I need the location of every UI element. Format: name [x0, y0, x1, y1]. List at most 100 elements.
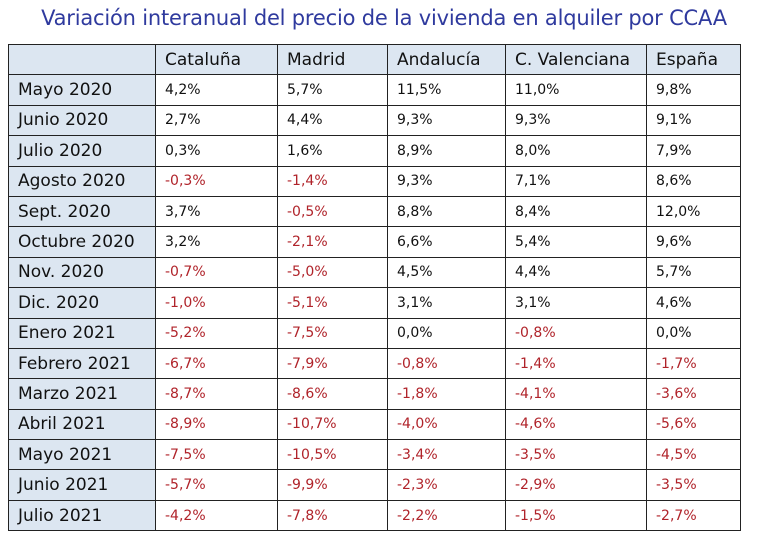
- table-cell: -2,7%: [646, 499, 741, 532]
- table-cell: -1,8%: [387, 378, 506, 410]
- table-cell: 9,6%: [646, 226, 741, 258]
- table-cell: -10,5%: [277, 439, 388, 471]
- row-label: Agosto 2020: [8, 165, 156, 197]
- table-cell: 5,7%: [646, 256, 741, 289]
- row-label: Mayo 2020: [8, 74, 156, 106]
- table-cell: 0,0%: [646, 317, 741, 349]
- table-cell: 6,6%: [387, 226, 506, 258]
- table-cell: -8,9%: [155, 408, 278, 441]
- table-cell: -8,6%: [277, 378, 388, 410]
- row-label: Octubre 2020: [8, 226, 156, 258]
- table-cell: 8,9%: [387, 135, 506, 167]
- table-cell: -1,4%: [505, 347, 647, 380]
- table-cell: 3,1%: [505, 287, 647, 319]
- table-cell: -7,5%: [155, 439, 278, 471]
- table-cell: 9,3%: [387, 165, 506, 197]
- table-row: Mayo 2021 -7,5% -10,5% -3,4% -3,5% -4,5%: [8, 439, 741, 471]
- table-row: Sept. 2020 3,7% -0,5% 8,8% 8,4% 12,0%: [8, 195, 741, 228]
- table-cell: 12,0%: [646, 195, 741, 228]
- header-row: Cataluña Madrid Andalucía C. Valenciana …: [8, 43, 741, 76]
- table-row: Julio 2021 -4,2% -7,8% -2,2% -1,5% -2,7%: [8, 499, 741, 532]
- table-cell: -4,0%: [387, 408, 506, 441]
- table-cell: 8,4%: [505, 195, 647, 228]
- row-label: Julio 2020: [8, 135, 156, 167]
- table-cell: -1,5%: [505, 499, 647, 532]
- table-row: Junio 2020 2,7% 4,4% 9,3% 9,3% 9,1%: [8, 104, 741, 137]
- row-label: Abril 2021: [8, 408, 156, 441]
- table-cell: 7,1%: [505, 165, 647, 197]
- column-header: C. Valenciana: [505, 43, 647, 76]
- table-cell: -10,7%: [277, 408, 388, 441]
- table-cell: 4,5%: [387, 256, 506, 289]
- table-cell: 3,1%: [387, 287, 506, 319]
- table-cell: -9,9%: [277, 469, 388, 501]
- table-cell: 1,6%: [277, 135, 388, 167]
- table-cell: -4,1%: [505, 378, 647, 410]
- table-cell: 3,7%: [155, 195, 278, 228]
- table-cell: -4,6%: [505, 408, 647, 441]
- table-cell: -4,5%: [646, 439, 741, 471]
- row-label: Enero 2021: [8, 317, 156, 349]
- table-body: Mayo 2020 4,2% 5,7% 11,5% 11,0% 9,8% Junio 202…: [8, 74, 741, 532]
- table-cell: 9,8%: [646, 74, 741, 106]
- rent-variation-table: Cataluña Madrid Andalucía C. Valenciana …: [8, 43, 741, 532]
- table-cell: 11,5%: [387, 74, 506, 106]
- table-row: Marzo 2021 -8,7% -8,6% -1,8% -4,1% -3,6%: [8, 378, 741, 410]
- table-cell: 7,9%: [646, 135, 741, 167]
- table-cell: -0,5%: [277, 195, 388, 228]
- row-label: Nov. 2020: [8, 256, 156, 289]
- table-cell: -7,5%: [277, 317, 388, 349]
- table-cell: -7,8%: [277, 499, 388, 532]
- table-row: Enero 2021 -5,2% -7,5% 0,0% -0,8% 0,0%: [8, 317, 741, 349]
- table-cell: 8,6%: [646, 165, 741, 197]
- corner-cell: [8, 43, 156, 76]
- table-row: Octubre 2020 3,2% -2,1% 6,6% 5,4% 9,6%: [8, 226, 741, 258]
- table-cell: 5,4%: [505, 226, 647, 258]
- table-row: Dic. 2020 -1,0% -5,1% 3,1% 3,1% 4,6%: [8, 287, 741, 319]
- table-cell: -0,3%: [155, 165, 278, 197]
- table-cell: -5,7%: [155, 469, 278, 501]
- table-cell: -2,9%: [505, 469, 647, 501]
- column-header: Madrid: [277, 43, 388, 76]
- table-cell: -1,7%: [646, 347, 741, 380]
- table-cell: 4,6%: [646, 287, 741, 319]
- table-cell: -5,2%: [155, 317, 278, 349]
- table-cell: -4,2%: [155, 499, 278, 532]
- row-label: Marzo 2021: [8, 378, 156, 410]
- row-label: Junio 2020: [8, 104, 156, 137]
- page-title: Variación interanual del precio de la vi…: [41, 6, 727, 30]
- table-cell: -2,2%: [387, 499, 506, 532]
- column-header: España: [646, 43, 741, 76]
- table-row: Febrero 2021 -6,7% -7,9% -0,8% -1,4% -1,7%: [8, 347, 741, 380]
- table-cell: -0,8%: [505, 317, 647, 349]
- table-row: Abril 2021 -8,9% -10,7% -4,0% -4,6% -5,6%: [8, 408, 741, 441]
- table-cell: -8,7%: [155, 378, 278, 410]
- table-row: Agosto 2020 -0,3% -1,4% 9,3% 7,1% 8,6%: [8, 165, 741, 197]
- table-cell: -3,6%: [646, 378, 741, 410]
- column-header: Andalucía: [387, 43, 506, 76]
- table-cell: 4,4%: [505, 256, 647, 289]
- table-cell: 11,0%: [505, 74, 647, 106]
- table-cell: 4,2%: [155, 74, 278, 106]
- table-cell: -3,4%: [387, 439, 506, 471]
- table-cell: -1,0%: [155, 287, 278, 319]
- table-cell: 9,3%: [505, 104, 647, 137]
- row-label: Sept. 2020: [8, 195, 156, 228]
- table-cell: -5,1%: [277, 287, 388, 319]
- table-row: Mayo 2020 4,2% 5,7% 11,5% 11,0% 9,8%: [8, 74, 741, 106]
- column-header: Cataluña: [155, 43, 278, 76]
- row-label: Mayo 2021: [8, 439, 156, 471]
- table-row: Julio 2020 0,3% 1,6% 8,9% 8,0% 7,9%: [8, 135, 741, 167]
- row-label: Dic. 2020: [8, 287, 156, 319]
- table-cell: -1,4%: [277, 165, 388, 197]
- table-cell: 0,0%: [387, 317, 506, 349]
- table-row: Nov. 2020 -0,7% -5,0% 4,5% 4,4% 5,7%: [8, 256, 741, 289]
- table-cell: -2,1%: [277, 226, 388, 258]
- table-cell: -2,3%: [387, 469, 506, 501]
- table-cell: 9,3%: [387, 104, 506, 137]
- table-cell: 0,3%: [155, 135, 278, 167]
- table-cell: -7,9%: [277, 347, 388, 380]
- row-label: Febrero 2021: [8, 347, 156, 380]
- table-cell: -5,0%: [277, 256, 388, 289]
- table-cell: -0,8%: [387, 347, 506, 380]
